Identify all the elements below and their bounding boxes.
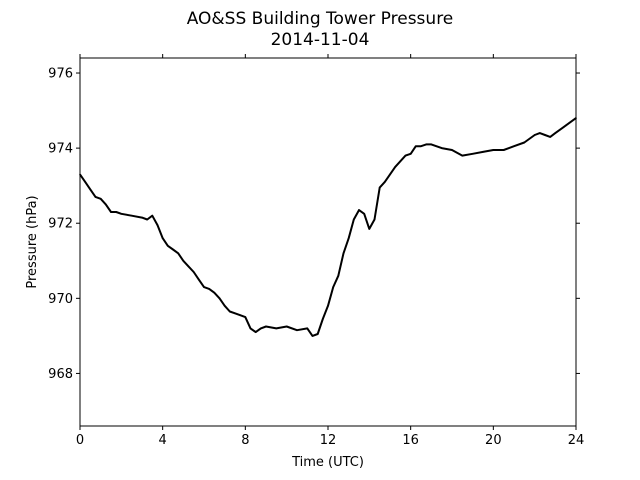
data-point <box>316 333 319 335</box>
data-point <box>234 312 236 315</box>
data-point <box>311 335 314 337</box>
data-point <box>358 209 360 211</box>
data-point <box>265 325 267 328</box>
data-point <box>239 314 241 317</box>
data-point <box>399 160 402 163</box>
data-point <box>89 188 92 191</box>
data-point <box>404 154 407 157</box>
data-point <box>440 147 443 149</box>
y-tick-label: 976 <box>48 67 73 82</box>
data-point <box>554 132 557 134</box>
data-point <box>146 218 148 221</box>
data-point <box>415 145 417 148</box>
tick-labels-layer: 0 4 8 12 16 20 24 968 970 972 974 976 <box>48 67 584 448</box>
data-point <box>182 259 185 262</box>
data-point <box>120 213 123 215</box>
data-point <box>130 214 133 217</box>
data-point <box>347 237 350 240</box>
data-point <box>384 181 386 183</box>
data-point <box>425 143 427 146</box>
data-point <box>451 149 453 151</box>
x-axis-label: Time (UTC) <box>291 455 364 470</box>
data-point <box>115 211 117 213</box>
data-point <box>99 198 102 200</box>
data-point <box>249 327 252 330</box>
data-point <box>368 228 371 230</box>
data-point <box>342 252 345 255</box>
points-layer <box>79 117 577 337</box>
data-point <box>322 318 324 320</box>
x-tick-label: 20 <box>485 433 502 448</box>
data-point <box>208 288 210 290</box>
data-point <box>285 325 288 328</box>
data-point <box>482 151 484 153</box>
data-point <box>177 252 179 255</box>
x-tick-label: 8 <box>241 433 249 448</box>
data-point <box>533 134 536 136</box>
y-tick-label: 968 <box>48 367 73 382</box>
data-point <box>492 149 495 151</box>
data-point <box>471 152 474 155</box>
data-point <box>332 286 334 288</box>
data-point <box>409 152 412 155</box>
data-point <box>161 237 164 240</box>
data-point <box>394 166 396 168</box>
data-point <box>327 305 329 307</box>
data-point <box>229 310 231 313</box>
data-point <box>564 124 567 127</box>
y-tick-label: 970 <box>48 292 73 307</box>
x-tick-label: 4 <box>159 433 167 448</box>
data-point <box>84 181 86 183</box>
data-point <box>549 136 551 138</box>
data-point <box>105 203 107 206</box>
data-point <box>254 331 257 333</box>
data-point <box>167 244 169 247</box>
data-point <box>156 224 159 226</box>
y-axis-label: Pressure (hPa) <box>25 195 40 288</box>
data-point <box>203 286 205 288</box>
data-point <box>523 141 526 144</box>
data-point <box>337 274 340 277</box>
data-point <box>275 327 278 330</box>
data-point <box>110 211 112 213</box>
plot-area <box>80 58 576 426</box>
data-point <box>378 186 381 189</box>
data-point <box>244 316 247 318</box>
data-point <box>513 145 515 148</box>
data-point <box>306 327 309 330</box>
data-point <box>430 143 433 146</box>
axes-frame <box>79 57 577 427</box>
x-tick-label: 0 <box>76 433 84 448</box>
y-tick-label: 974 <box>48 142 73 157</box>
data-point <box>353 218 355 221</box>
data-point <box>151 214 154 217</box>
data-point <box>539 132 541 134</box>
data-point <box>141 216 143 219</box>
data-point <box>94 196 97 198</box>
data-point <box>213 291 216 294</box>
data-point <box>198 278 200 281</box>
y-tick-label: 972 <box>48 217 73 232</box>
data-point <box>461 154 464 157</box>
chart-subtitle: 2014-11-04 <box>271 30 370 50</box>
data-point <box>363 213 365 215</box>
data-point <box>544 134 546 136</box>
data-point <box>296 329 298 332</box>
data-point <box>420 145 422 148</box>
data-point <box>502 149 505 151</box>
data-point <box>260 327 262 330</box>
data-point <box>223 305 226 307</box>
ticks-layer <box>76 54 580 430</box>
data-point <box>187 265 190 268</box>
chart-title: AO&SS Building Tower Pressure <box>187 9 454 29</box>
x-tick-label: 16 <box>402 433 419 448</box>
data-point <box>373 218 376 221</box>
data-point <box>192 271 195 273</box>
data-point <box>389 173 391 176</box>
data-point <box>218 297 221 300</box>
x-tick-label: 24 <box>568 433 585 448</box>
data-point <box>172 248 174 251</box>
x-tick-label: 12 <box>320 433 337 448</box>
